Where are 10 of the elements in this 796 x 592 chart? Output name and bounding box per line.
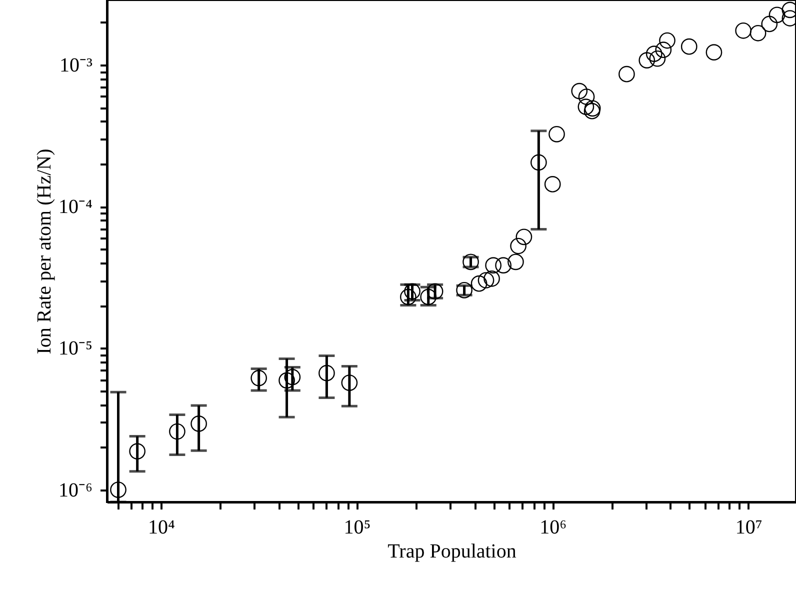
x-tick-label: 10⁷ bbox=[735, 516, 762, 538]
y-tick-label: 10⁻⁶ bbox=[58, 479, 93, 502]
x-axis-title: Trap Population bbox=[388, 540, 516, 562]
y-tick-label: 10⁻⁵ bbox=[58, 338, 92, 360]
y-tick-label: 10⁻³ bbox=[60, 54, 92, 77]
x-tick-label: 10⁴ bbox=[148, 516, 175, 538]
x-tick-label: 10⁶ bbox=[540, 516, 567, 538]
x-tick-label: 10⁵ bbox=[344, 516, 371, 538]
y-axis-title: Ion Rate per atom (Hz/N) bbox=[34, 148, 56, 354]
y-tick-label: 10⁻⁴ bbox=[58, 196, 93, 218]
